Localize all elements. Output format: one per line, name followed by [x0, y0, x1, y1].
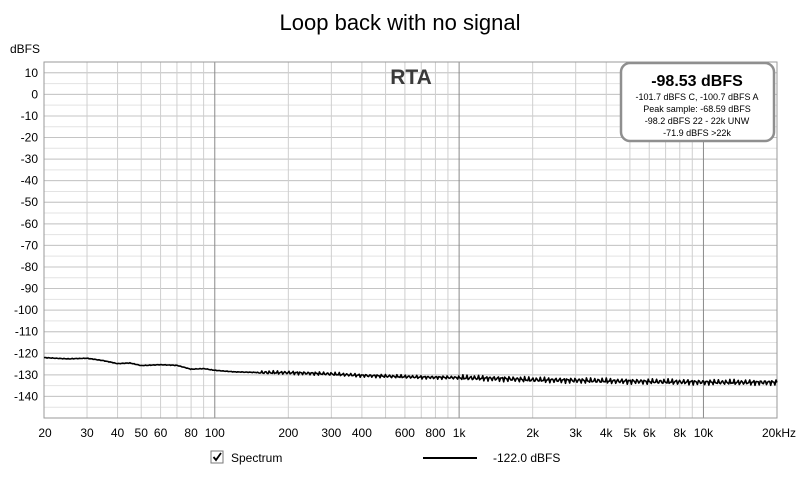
x-tick-label: 3k: [569, 426, 583, 440]
x-tick-label: 600: [395, 426, 415, 440]
y-tick-label: -70: [21, 238, 39, 252]
info-box-frame: [619, 61, 776, 143]
y-tick-label: -20: [21, 131, 39, 145]
y-tick-label: -130: [14, 368, 38, 382]
y-tick-label: -10: [21, 109, 39, 123]
x-tick-label: 10k: [694, 426, 714, 440]
x-tick-label: 1k: [453, 426, 467, 440]
x-tick-label: 60: [154, 426, 168, 440]
y-tick-label: -120: [14, 346, 38, 360]
x-tick-label: 20: [38, 426, 52, 440]
x-tick-label: 5k: [624, 426, 638, 440]
y-tick-label: 10: [25, 66, 39, 80]
x-tick-label: 200: [278, 426, 298, 440]
plot-frame: [43, 61, 778, 419]
y-tick-label: -40: [21, 174, 39, 188]
x-tick-label: 80: [184, 426, 198, 440]
x-tick-label: 100: [205, 426, 225, 440]
info-box-line: Peak sample: -68.59 dBFS: [643, 104, 751, 114]
x-tick-label: 6k: [643, 426, 657, 440]
info-box-line: -71.9 dBFS >22k: [663, 128, 731, 138]
spectrum-checkbox[interactable]: [210, 450, 224, 464]
y-tick-label: -80: [21, 260, 39, 274]
y-tick-label: 0: [31, 87, 38, 101]
checkbox-box[interactable]: [210, 450, 224, 464]
x-tick-label: 50: [135, 426, 149, 440]
series-layer: [43, 356, 778, 387]
legend: Spectrum -122.0 dBFS: [210, 450, 560, 465]
x-tick-label: 4k: [600, 426, 614, 440]
tick-layer: 100-10-20-30-40-50-60-70-80-90-100-110-1…: [14, 66, 796, 440]
y-axis-label: dBFS: [10, 42, 40, 56]
x-tick-label: 2k: [526, 426, 540, 440]
rta-watermark: RTA: [390, 66, 432, 89]
info-box-headline: -98.53 dBFS: [651, 73, 743, 90]
spectrum-checkbox-label: Spectrum: [231, 451, 282, 465]
y-tick-label: -100: [14, 303, 38, 317]
checkmark-icon: [212, 452, 222, 462]
y-tick-label: -50: [21, 195, 39, 209]
x-tick-label: 800: [425, 426, 445, 440]
x-tick-label: 30: [80, 426, 94, 440]
series-line: [43, 356, 778, 387]
info-box-line: -101.7 dBFS C, -100.7 dBFS A: [635, 92, 758, 102]
y-tick-label: -30: [21, 152, 39, 166]
y-tick-label: -110: [15, 325, 38, 339]
chart-title: Loop back with no signal: [280, 10, 521, 35]
x-tick-label: 400: [352, 426, 372, 440]
x-tick-label: 40: [111, 426, 125, 440]
legend-series-label: -122.0 dBFS: [493, 451, 560, 465]
info-box: -98.53 dBFS -101.7 dBFS C, -100.7 dBFS A…: [619, 61, 776, 143]
x-tick-label: 300: [321, 426, 341, 440]
y-tick-label: -60: [21, 217, 39, 231]
info-box-line: -98.2 dBFS 22 - 22k UNW: [645, 116, 750, 126]
x-tick-label: 8k: [673, 426, 687, 440]
y-tick-label: -140: [14, 389, 38, 403]
y-tick-label: -90: [21, 282, 39, 296]
x-tick-label: 20kHz: [762, 426, 796, 440]
